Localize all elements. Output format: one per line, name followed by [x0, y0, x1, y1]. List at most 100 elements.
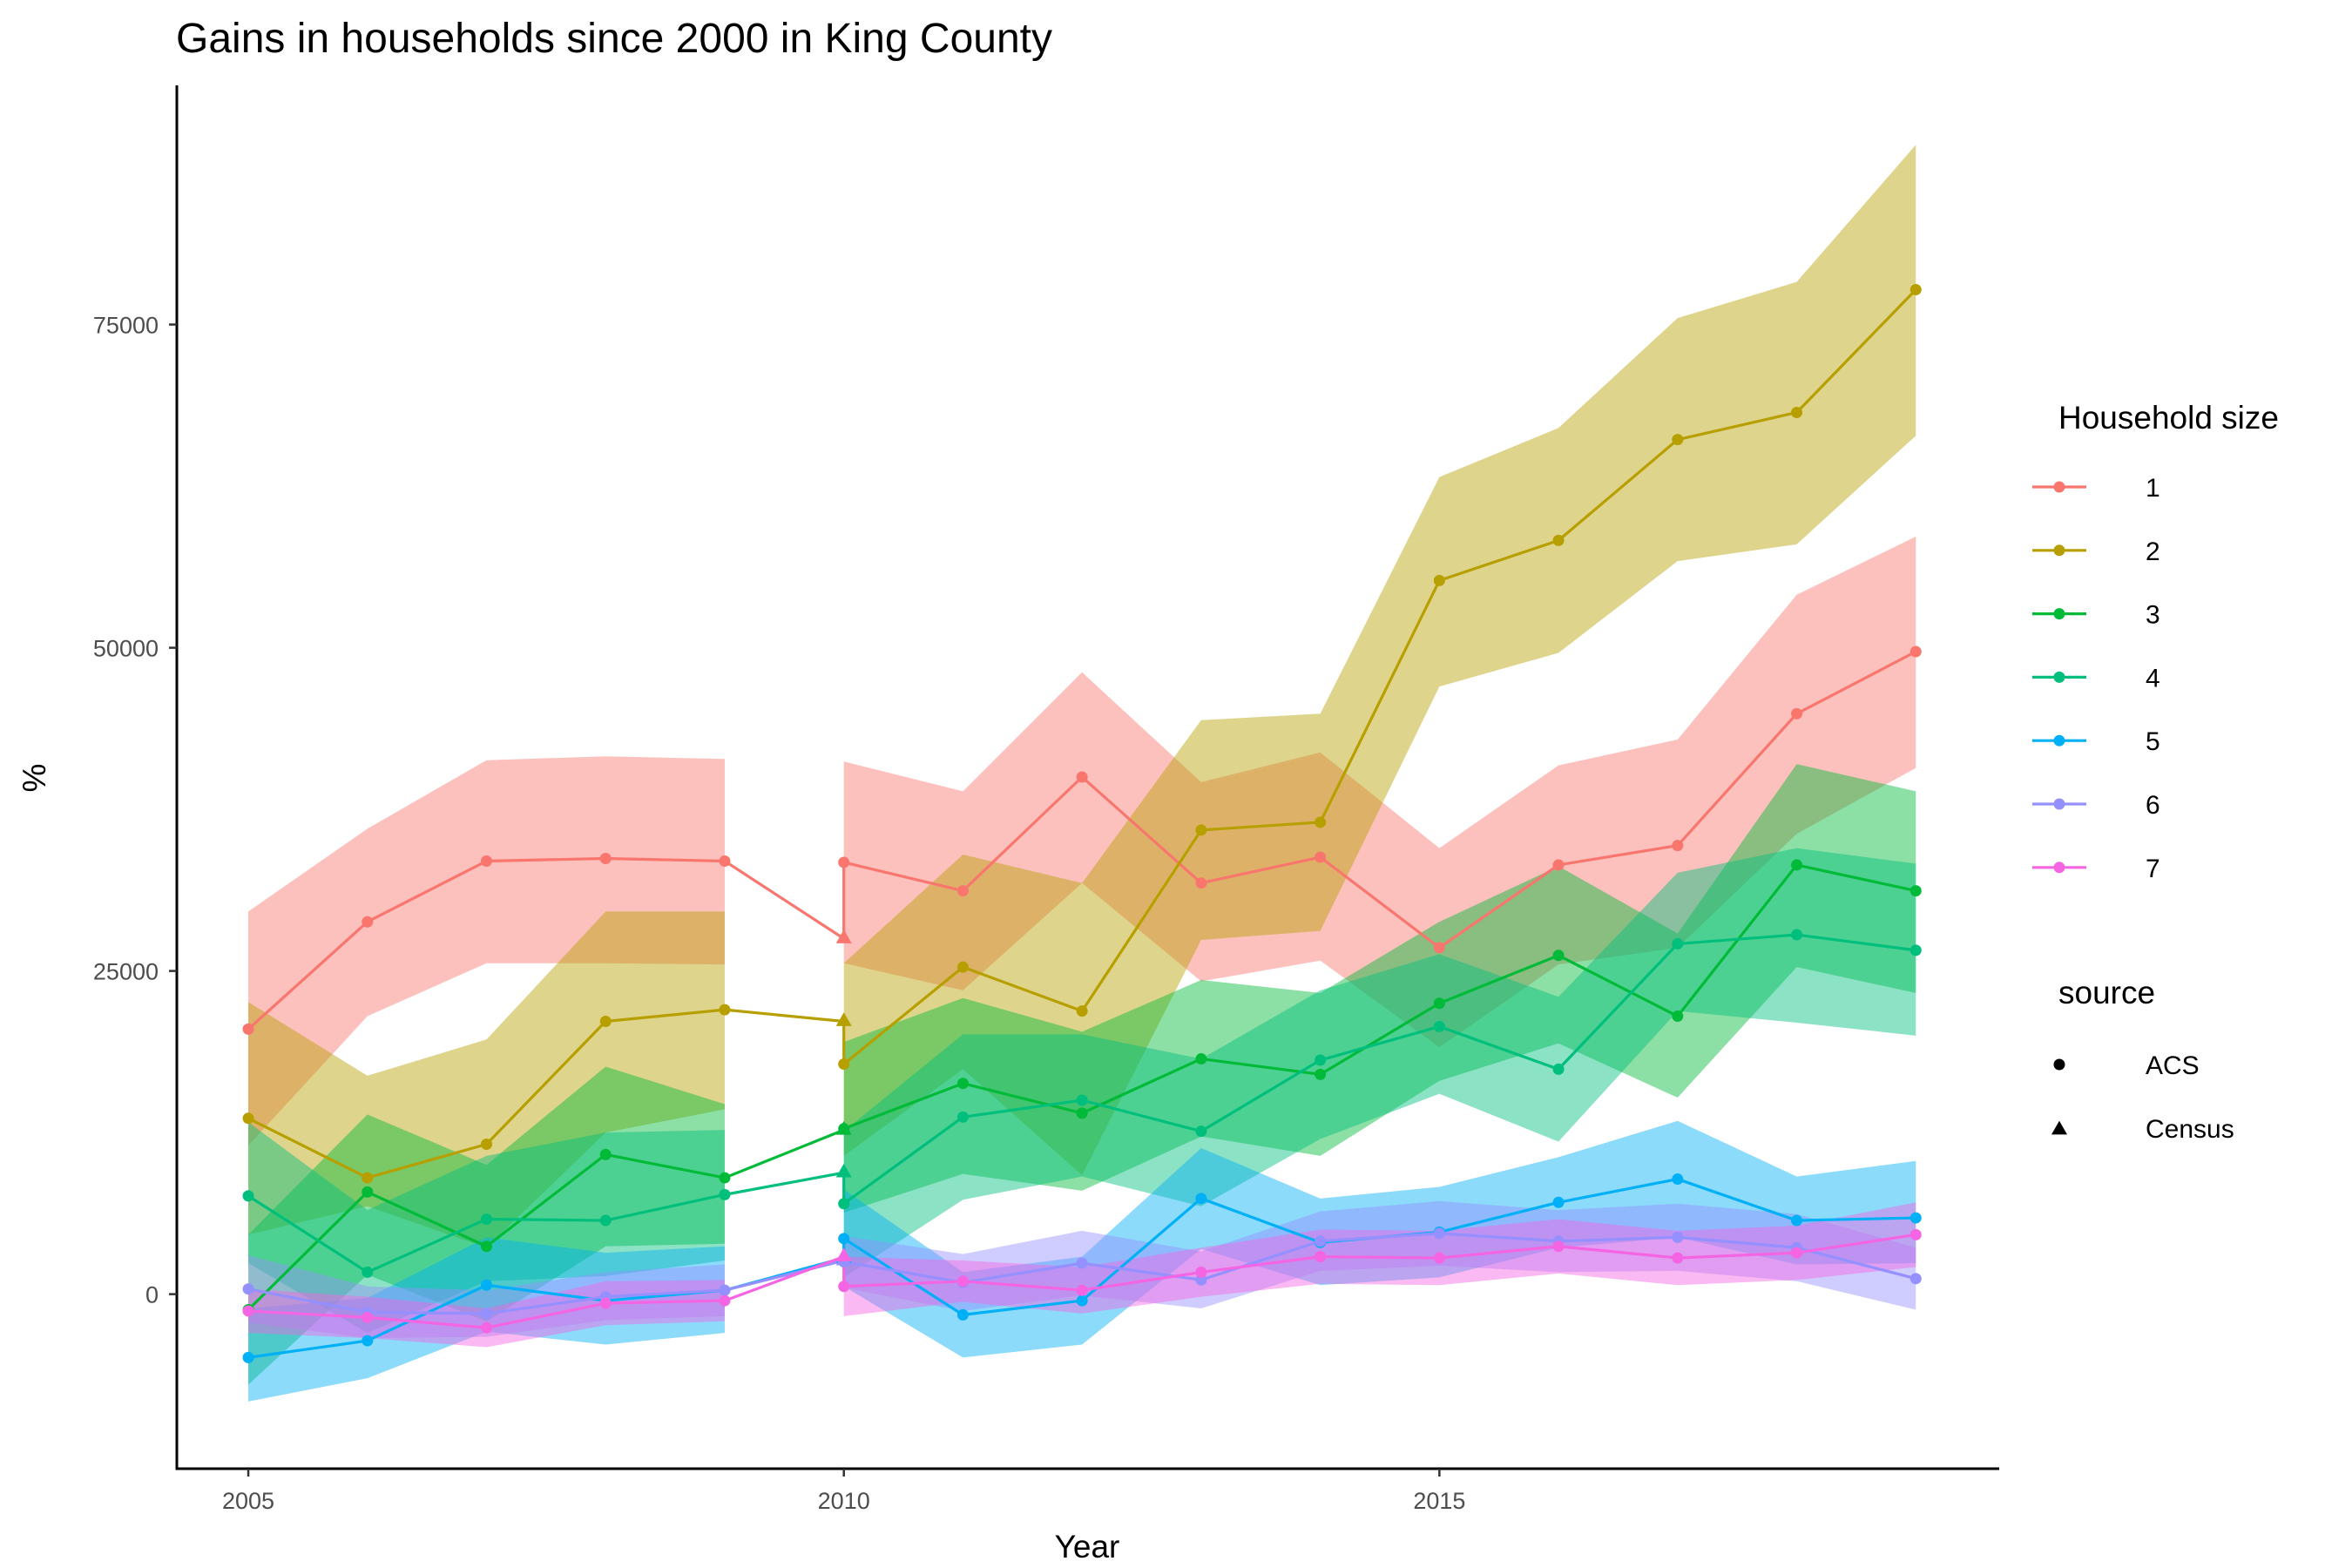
legend-source-entries: ACS Census	[2051, 1051, 2234, 1144]
point-size-3-2019	[1909, 885, 1922, 897]
point-size-1-2008	[599, 852, 612, 864]
point-size-3-2011	[956, 1078, 969, 1090]
point-size-3-2013	[1195, 1053, 1207, 1065]
point-size-1-2012	[1076, 771, 1088, 783]
point-size-4-2010	[838, 1198, 850, 1210]
point-size-4-2016	[1552, 1063, 1565, 1075]
line-size-7-segment-2	[843, 1233, 1916, 1292]
point-size-7-2005	[242, 1305, 254, 1317]
point-size-4-2014	[1315, 1054, 1327, 1066]
point-size-4-2011	[956, 1111, 969, 1123]
legend-label-size-2: 2	[2146, 537, 2160, 566]
x-tick-label-2005: 2005	[222, 1488, 274, 1514]
line-size-2-segment-2	[842, 288, 1917, 1065]
point-size-2-2012	[1076, 1005, 1088, 1017]
point-size-2-2010	[838, 1058, 850, 1070]
point-size-7-2006	[362, 1311, 374, 1323]
point-size-3-2018	[1791, 859, 1803, 871]
point-size-5-2016	[1552, 1196, 1565, 1208]
y-tick-label-75000: 75000	[93, 313, 159, 339]
point-size-5-2019	[1909, 1212, 1922, 1224]
point-size-6-2015	[1433, 1227, 1445, 1240]
point-size-2-2015	[1433, 574, 1445, 586]
ribbon-size-5-segment-2	[843, 1120, 1916, 1358]
ribbon-size-2-segment-1	[248, 911, 725, 1248]
legend-label-size-7: 7	[2146, 855, 2160, 883]
legend-title-household-size: Household size	[2058, 400, 2279, 436]
point-size-4-2009	[719, 1188, 731, 1200]
point-size-6-2013	[1195, 1274, 1207, 1286]
legend-label-size-4: 4	[2146, 664, 2160, 693]
point-size-5-2010	[838, 1233, 850, 1245]
ribbon-size-4-segment-2	[843, 848, 1916, 1278]
point-size-2-2009	[719, 1004, 731, 1016]
point-size-3-2009	[719, 1172, 731, 1184]
legend-label-size-1: 1	[2146, 474, 2160, 503]
point-size-3-2017	[1672, 1010, 1684, 1023]
join-line-size-2	[724, 1008, 844, 1024]
plot-area	[242, 145, 1922, 1402]
point-size-2-2005	[242, 1112, 254, 1125]
point-size-3-2012	[1076, 1107, 1088, 1119]
y-tick-label-0: 0	[145, 1282, 159, 1308]
point-size-7-2009	[719, 1294, 731, 1307]
point-size-4-2007	[481, 1213, 493, 1226]
point-size-5-2011	[956, 1308, 969, 1321]
point-size-1-2016	[1552, 859, 1565, 871]
legend-label-size-3: 3	[2146, 601, 2160, 630]
point-size-2-2017	[1672, 434, 1684, 446]
legend-household-entries: 1 2 3 4 5 6 7	[2032, 474, 2160, 883]
point-size-4-2012	[1076, 1094, 1088, 1106]
point-size-1-2010	[838, 856, 850, 868]
legend-point-size-5	[2053, 734, 2065, 747]
point-size-6-2007	[481, 1308, 493, 1320]
point-size-5-2018	[1791, 1214, 1803, 1227]
y-axis-title: %	[17, 764, 52, 793]
ribbon-size-4-segment-1	[248, 1122, 725, 1334]
legend-point-size-2	[2053, 544, 2065, 557]
point-size-4-2013	[1195, 1125, 1207, 1138]
axes: 0 25000 50000 75000 2005 2010 2015	[93, 85, 1999, 1514]
point-size-4-2018	[1791, 929, 1803, 941]
point-size-7-2017	[1672, 1252, 1684, 1264]
point-size-1-2006	[362, 916, 374, 928]
x-tick-label-2015: 2015	[1413, 1488, 1465, 1514]
legend-title-source: source	[2058, 975, 2155, 1010]
point-size-7-2011	[956, 1275, 969, 1288]
point-size-7-2018	[1791, 1247, 1803, 1259]
ribbon-size-7-segment-2	[843, 1202, 1916, 1316]
join-line-size-1	[724, 860, 845, 940]
point-size-1-2005	[242, 1023, 254, 1035]
join-line-size-7	[724, 1255, 845, 1302]
point-size-2-2018	[1791, 406, 1803, 418]
point-size-5-2013	[1195, 1193, 1207, 1205]
point-size-1-2009	[719, 855, 731, 867]
legend: Household size 1 2 3 4 5 6 7 source ACS Census	[2032, 400, 2279, 1144]
point-size-6-2017	[1672, 1231, 1684, 1243]
join-line-size-3	[724, 1128, 845, 1179]
point-size-4-2015	[1433, 1020, 1445, 1032]
ribbon-size-3-segment-1	[248, 1066, 725, 1385]
line-size-4-segment-2	[842, 933, 1916, 1206]
point-size-5-2006	[362, 1335, 374, 1347]
ribbon-size-1-segment-2	[843, 536, 1916, 1048]
point-size-4-2017	[1672, 937, 1684, 950]
point-size-7-2019	[1909, 1228, 1922, 1240]
point-size-5-2005	[242, 1351, 254, 1363]
y-tick-label-25000: 25000	[93, 959, 159, 985]
legend-label-census: Census	[2146, 1115, 2234, 1144]
x-tick-label-2010: 2010	[818, 1488, 870, 1514]
point-size-2-2007	[481, 1138, 493, 1150]
point-size-3-2008	[599, 1148, 612, 1160]
point-size-1-2015	[1433, 942, 1445, 954]
point-size-1-2019	[1909, 645, 1922, 658]
point-size-4-2019	[1909, 944, 1922, 956]
point-size-5-2012	[1076, 1294, 1088, 1307]
join-line-size-4	[724, 1171, 844, 1196]
line-size-1-segment-2	[843, 650, 1917, 950]
point-size-2-2016	[1552, 534, 1565, 546]
legend-symbol-census	[2051, 1120, 2067, 1135]
point-size-7-2013	[1195, 1266, 1207, 1278]
line-size-6-segment-2	[843, 1232, 1916, 1284]
